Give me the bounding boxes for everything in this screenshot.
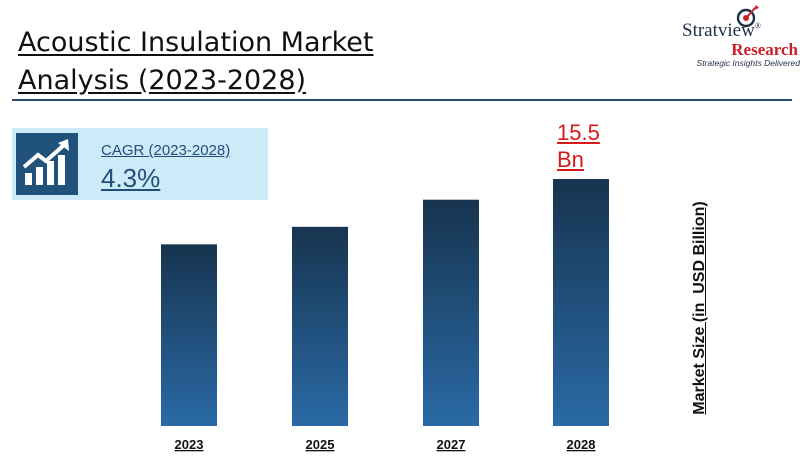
- title-line-1: Acoustic Insulation Market: [18, 27, 374, 58]
- x-tick-label-2025: 2025: [306, 437, 335, 452]
- peak-value-number: 15.5: [557, 120, 600, 145]
- peak-value-unit: Bn: [557, 147, 584, 172]
- cagr-value: 4.3%: [101, 163, 161, 193]
- growth-chart-icon: [16, 133, 78, 195]
- x-tick-label-2028: 2028: [567, 437, 596, 452]
- bar-2025: [292, 226, 348, 426]
- target-arrow-icon: [736, 5, 759, 28]
- bar-2023: [161, 244, 217, 426]
- logo-tagline: Strategic Insights Delivered: [696, 58, 800, 68]
- bar-2028: [553, 179, 609, 426]
- page-title: Acoustic Insulation Market Analysis (202…: [18, 24, 373, 100]
- logo-wordmark: Stratview®: [682, 20, 761, 41]
- peak-value-label: 15.5 Bn: [557, 119, 600, 173]
- header-divider: [12, 99, 792, 101]
- logo-sub: Research: [731, 40, 798, 59]
- title-line-2: Analysis (2023-2028): [18, 65, 307, 96]
- stratview-logo: Stratview® Research Strategic Insights D…: [678, 5, 800, 68]
- y-axis-label: Market Size (in USD Billion): [691, 201, 708, 415]
- x-tick-label-2023: 2023: [175, 437, 204, 452]
- cagr-label: CAGR (2023-2028): [101, 142, 231, 159]
- bar-2027: [423, 199, 479, 426]
- x-tick-label-2027: 2027: [437, 437, 466, 452]
